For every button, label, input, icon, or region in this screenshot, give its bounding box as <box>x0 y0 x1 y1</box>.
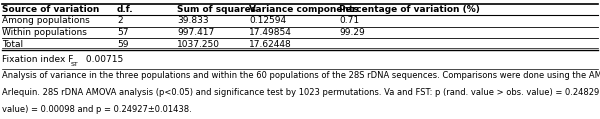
Text: d.f.: d.f. <box>117 5 134 14</box>
Text: 0.71: 0.71 <box>339 16 359 25</box>
Text: Arlequin. 28S rDNA AMOVA analysis (p<0.05) and significance test by 1023 permuta: Arlequin. 28S rDNA AMOVA analysis (p<0.0… <box>2 88 600 97</box>
Text: 59: 59 <box>117 40 128 49</box>
Text: value) = 0.00098 and p = 0.24927±0.01438.: value) = 0.00098 and p = 0.24927±0.01438… <box>2 105 191 114</box>
Text: 2: 2 <box>117 16 122 25</box>
Text: Source of variation: Source of variation <box>2 5 99 14</box>
Text: Sum of squares: Sum of squares <box>177 5 256 14</box>
Text: 1037.250: 1037.250 <box>177 40 220 49</box>
Text: Fixation index F: Fixation index F <box>2 55 73 64</box>
Text: Within populations: Within populations <box>2 28 86 37</box>
Text: Variance components: Variance components <box>249 5 359 14</box>
Text: 39.833: 39.833 <box>177 16 209 25</box>
Text: Total: Total <box>2 40 23 49</box>
Text: 57: 57 <box>117 28 128 37</box>
Text: Analysis of variance in the three populations and within the 60 populations of t: Analysis of variance in the three popula… <box>2 71 600 80</box>
Text: Among populations: Among populations <box>2 16 89 25</box>
Text: 997.417: 997.417 <box>177 28 214 37</box>
Text: Percentage of variation (%): Percentage of variation (%) <box>339 5 480 14</box>
Text: 0.00715: 0.00715 <box>83 55 123 64</box>
Text: 0.12594: 0.12594 <box>249 16 286 25</box>
Text: ST: ST <box>71 62 79 67</box>
Text: 99.29: 99.29 <box>339 28 365 37</box>
Text: 17.62448: 17.62448 <box>249 40 292 49</box>
Text: 17.49854: 17.49854 <box>249 28 292 37</box>
